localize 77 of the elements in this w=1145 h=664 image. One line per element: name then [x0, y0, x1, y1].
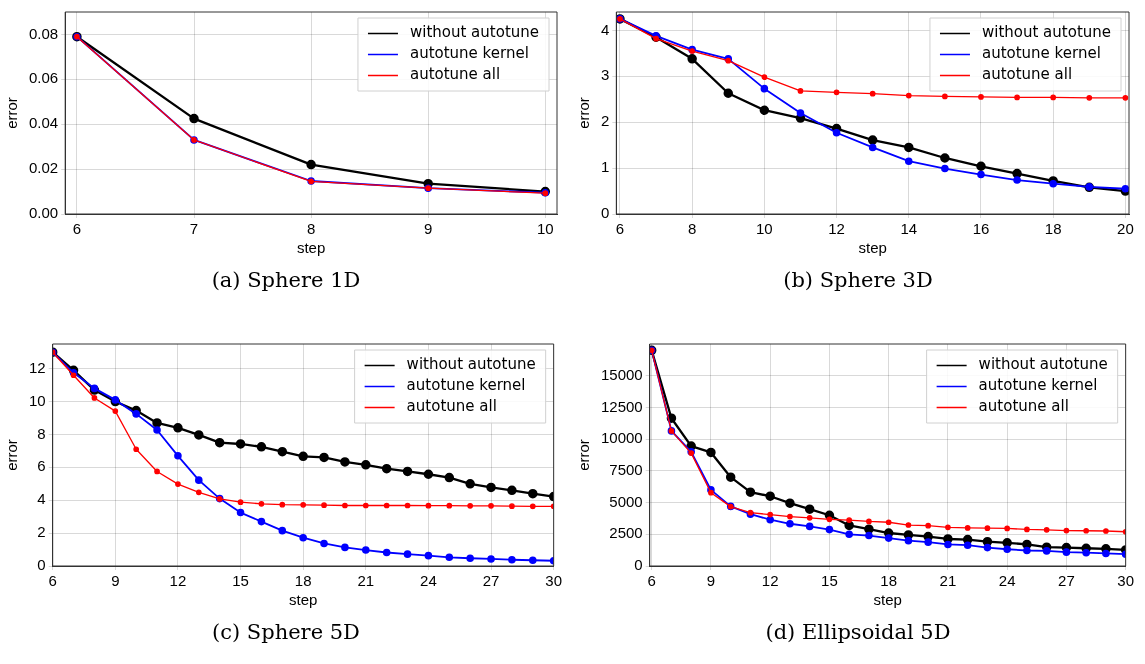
x-tick-label: 24: [998, 572, 1016, 590]
x-axis-title: step: [858, 239, 887, 257]
y-tick-label: 1: [601, 158, 610, 176]
legend-label: without autotune: [981, 23, 1112, 42]
x-tick-label: 6: [647, 572, 656, 590]
y-tick-label: 7500: [609, 461, 643, 478]
x-tick-label: 12: [761, 572, 779, 590]
x-tick-label: 12: [828, 220, 845, 238]
y-tick-label: 5000: [609, 492, 643, 510]
legend-label: autotune all: [406, 397, 497, 416]
text: (d) Ellipsoidal 5D: [764, 620, 952, 644]
y-tick-label: 0.02: [28, 159, 59, 177]
x-tick-label: 18: [1044, 220, 1062, 238]
y-tick-label: 4: [37, 490, 46, 508]
y-tick-label: 0: [37, 556, 46, 574]
y-tick-label: 8: [37, 424, 46, 442]
x-tick-label: 21: [939, 572, 957, 590]
legend-label: autotune kernel: [409, 44, 529, 63]
y-axis-title: error: [3, 439, 21, 471]
y-tick-label: 0.08: [28, 24, 59, 42]
x-tick-label: 24: [420, 572, 437, 590]
x-tick-label: 15: [821, 572, 838, 590]
x-tick-label: 9: [424, 220, 433, 238]
y-tick-label: 4: [601, 20, 610, 38]
x-tick-label: 9: [706, 572, 716, 590]
legend-label: autotune kernel: [406, 376, 526, 395]
legend-label: autotune kernel: [978, 376, 1098, 395]
y-tick-label: 0.04: [28, 114, 59, 132]
legend-label: autotune kernel: [981, 44, 1101, 63]
y-axis-title: error: [575, 439, 593, 471]
x-tick-label: 6: [72, 220, 82, 238]
x-tick-label: 7: [189, 220, 199, 238]
x-tick-label: 27: [1058, 572, 1075, 590]
x-tick-label: 15: [232, 572, 249, 590]
y-tick-label: 0: [601, 204, 610, 222]
legend-label: without autotune: [409, 23, 540, 42]
y-tick-label: 0.06: [28, 69, 59, 87]
y-tick-label: 10: [29, 391, 46, 409]
x-tick-label: 14: [900, 220, 918, 238]
text: (a) Sphere 1D: [210, 268, 362, 292]
x-tick-label: 20: [1117, 220, 1134, 238]
x-tick-label: 16: [972, 220, 990, 238]
y-tick-label: 2: [601, 112, 610, 130]
y-tick-label: 0.00: [28, 204, 59, 222]
legend-label: autotune all: [978, 397, 1069, 416]
y-axis-title: error: [3, 97, 21, 129]
x-tick-label: 8: [687, 220, 697, 238]
legend-label: autotune all: [981, 65, 1073, 84]
y-tick-label: 10000: [600, 429, 643, 447]
y-tick-label: 15000: [600, 365, 643, 383]
x-tick-label: 27: [482, 572, 500, 590]
x-tick-label: 18: [294, 572, 312, 590]
y-tick-label: 6: [37, 457, 46, 475]
y-tick-label: 0: [634, 556, 643, 574]
x-tick-label: 18: [880, 572, 898, 590]
y-tick-label: 2500: [609, 524, 643, 542]
y-tick-label: 12500: [600, 397, 643, 415]
x-tick-label: 10: [536, 220, 554, 238]
text: (b) Sphere 3D: [782, 268, 934, 292]
x-tick-label: 12: [169, 572, 187, 590]
legend-label: without autotune: [406, 355, 536, 374]
x-axis-title: step: [296, 239, 326, 257]
x-tick-label: 8: [306, 220, 316, 238]
legend-label: without autotune: [978, 355, 1108, 374]
text: (c) Sphere 5D: [211, 620, 361, 644]
x-tick-label: 9: [111, 572, 120, 590]
x-axis-title: step: [873, 591, 902, 609]
y-axis-title: error: [575, 97, 593, 129]
x-tick-label: 30: [1117, 572, 1134, 590]
x-tick-label: 21: [357, 572, 375, 590]
x-axis-title: step: [288, 591, 318, 609]
y-tick-label: 2: [37, 523, 46, 541]
y-tick-label: 3: [601, 66, 610, 84]
y-tick-label: 12: [29, 358, 46, 376]
x-tick-label: 30: [545, 572, 562, 590]
x-tick-label: 10: [756, 220, 773, 238]
legend-label: autotune all: [409, 65, 501, 84]
